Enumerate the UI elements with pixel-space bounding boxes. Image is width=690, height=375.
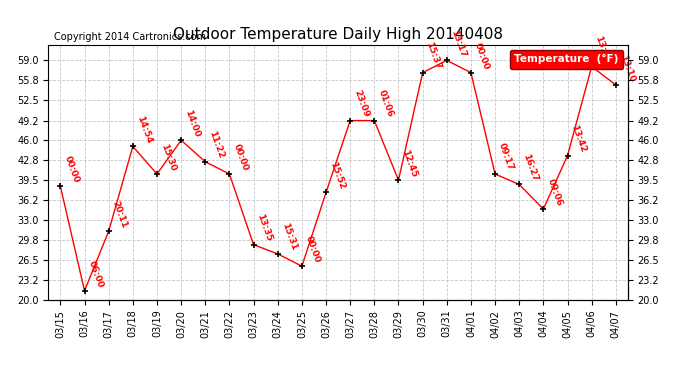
Title: Outdoor Temperature Daily High 20140408: Outdoor Temperature Daily High 20140408: [173, 27, 503, 42]
Text: 13:17: 13:17: [448, 28, 467, 58]
Text: Copyright 2014 Cartronics.com: Copyright 2014 Cartronics.com: [54, 33, 206, 42]
Text: 16:27: 16:27: [521, 153, 540, 183]
Text: 14:54: 14:54: [135, 114, 153, 144]
Text: 12:45: 12:45: [400, 148, 419, 178]
Legend: Temperature  (°F): Temperature (°F): [510, 50, 622, 69]
Text: 11:22: 11:22: [207, 130, 226, 160]
Text: 09:06: 09:06: [545, 177, 564, 207]
Text: 13:35: 13:35: [255, 213, 274, 243]
Text: 15:52: 15:52: [328, 160, 346, 190]
Text: 00:00: 00:00: [62, 155, 80, 184]
Text: 15:37: 15:37: [424, 41, 443, 71]
Text: 06:00: 06:00: [86, 260, 105, 289]
Text: 00:00: 00:00: [304, 235, 322, 264]
Text: 09:17: 09:17: [497, 142, 515, 172]
Text: 13:42: 13:42: [569, 124, 588, 154]
Text: 15:30: 15:30: [159, 142, 177, 172]
Text: 13:10: 13:10: [593, 35, 612, 64]
Text: 14:00: 14:00: [183, 108, 201, 138]
Text: 00:00: 00:00: [231, 142, 249, 172]
Text: 01:06: 01:06: [376, 89, 395, 119]
Text: 20:11: 20:11: [110, 200, 129, 230]
Text: 00:00: 00:00: [473, 41, 491, 71]
Text: 13:10: 13:10: [618, 53, 636, 83]
Text: 23:09: 23:09: [352, 89, 371, 119]
Text: 15:31: 15:31: [279, 222, 298, 252]
